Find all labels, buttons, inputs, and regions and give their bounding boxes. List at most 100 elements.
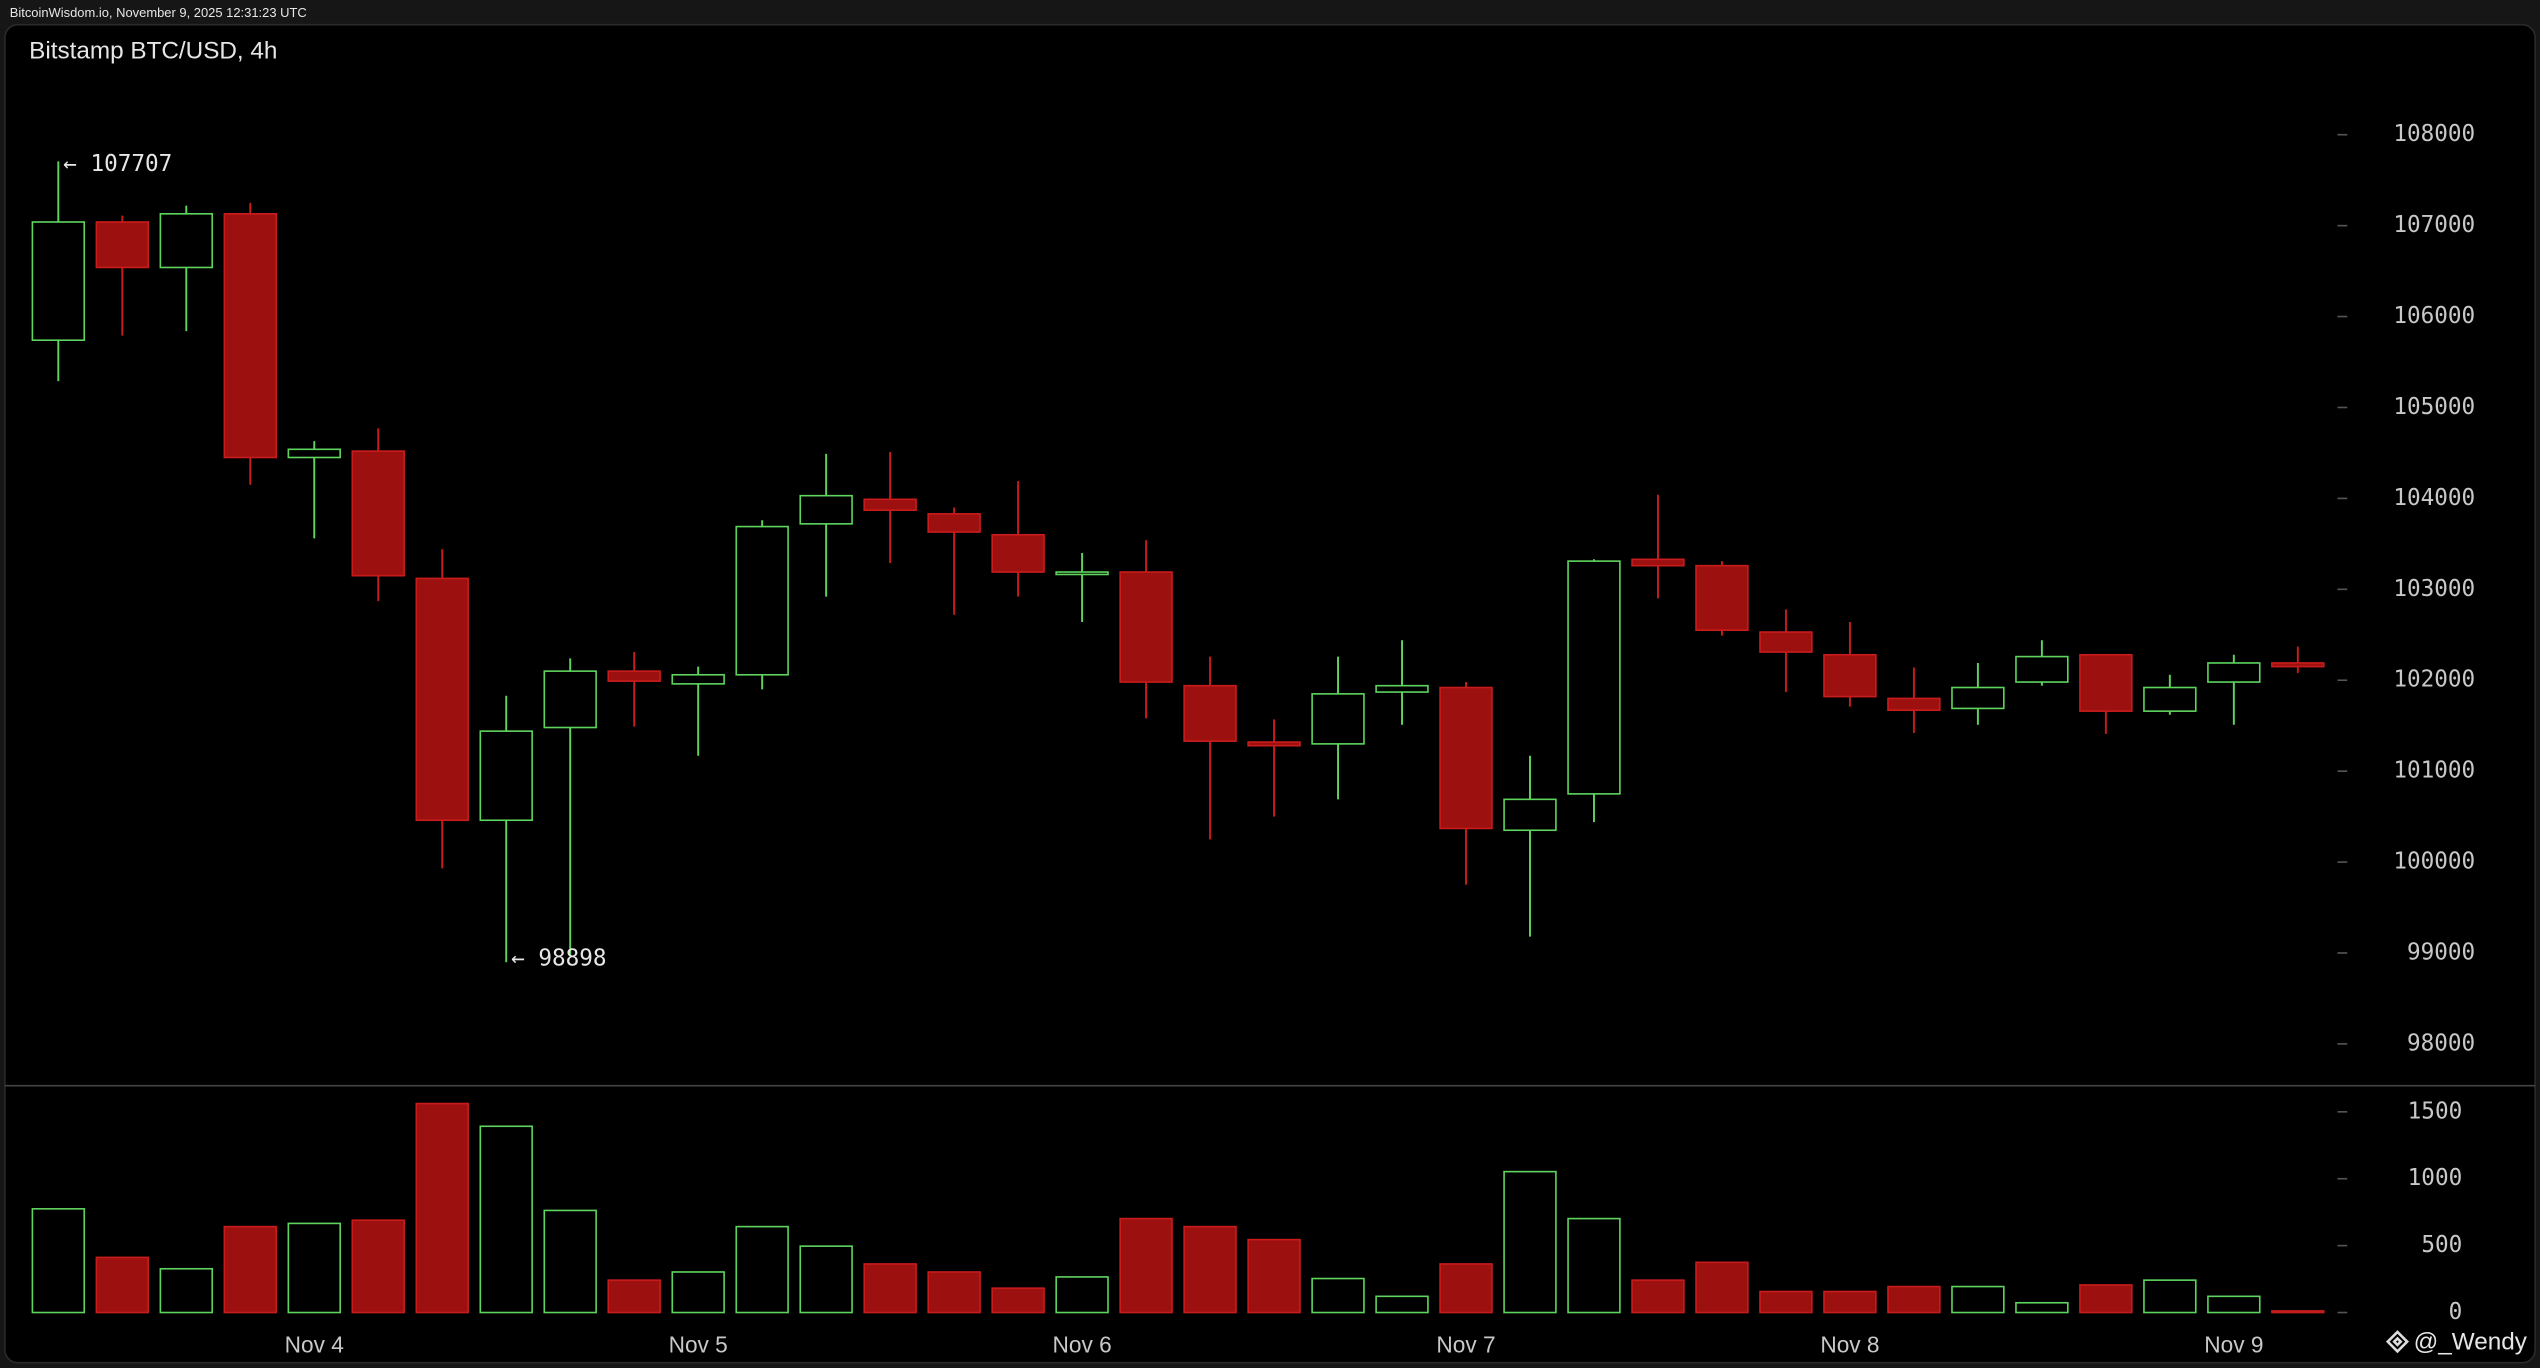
candle-body xyxy=(607,670,661,682)
volume-tick-label: 1500 xyxy=(2408,1098,2463,1124)
y-tick-label: 107000 xyxy=(2393,212,2475,238)
candle-body xyxy=(223,213,278,459)
candle-body xyxy=(1631,558,1685,567)
candle-body xyxy=(2271,662,2325,668)
candle-body xyxy=(415,577,469,822)
volume-bar xyxy=(223,1225,278,1314)
volume-bar xyxy=(863,1263,917,1314)
candle-body xyxy=(2207,662,2261,683)
volume-bar xyxy=(287,1222,341,1314)
candle-body xyxy=(1119,571,1173,683)
y-tick-label: 99000 xyxy=(2407,939,2475,965)
volume-bar xyxy=(1695,1261,1749,1314)
candle-body xyxy=(1183,684,1237,742)
candle-body xyxy=(1439,686,1493,830)
x-tick-label: Nov 8 xyxy=(1820,1332,1879,1358)
volume-tick-label: 500 xyxy=(2421,1232,2462,1258)
x-tick-label: Nov 4 xyxy=(285,1332,344,1358)
candle-body xyxy=(2143,686,2197,712)
candle-body xyxy=(159,213,214,269)
y-tick-label: 108000 xyxy=(2393,121,2475,147)
volume-tick-label: 1000 xyxy=(2408,1165,2463,1191)
candle-body xyxy=(543,670,597,729)
candle-body xyxy=(1951,686,2005,710)
header-text: BitcoinWisdom.io, November 9, 2025 12:31… xyxy=(10,5,307,20)
volume-bar xyxy=(2015,1301,2069,1314)
volume-bar xyxy=(991,1287,1045,1314)
volume-bar xyxy=(415,1102,469,1314)
y-tick-label: 100000 xyxy=(2393,849,2475,875)
volume-bar xyxy=(1247,1238,1301,1314)
y-tick-label: 103000 xyxy=(2393,576,2475,602)
candle-body xyxy=(351,450,405,577)
candle-body xyxy=(1311,693,1365,745)
volume-bar xyxy=(1311,1277,1365,1314)
volume-bar xyxy=(543,1209,597,1314)
volume-bar xyxy=(1823,1290,1877,1314)
volume-bar xyxy=(1567,1217,1621,1314)
price-annotation: ← 98898 xyxy=(511,946,606,972)
x-tick-label: Nov 9 xyxy=(2204,1332,2263,1358)
volume-bar xyxy=(351,1219,405,1314)
candle-body xyxy=(863,498,917,512)
candle-body xyxy=(1375,684,1429,693)
volume-bar xyxy=(1503,1170,1557,1314)
volume-bar xyxy=(799,1245,853,1314)
volume-bar xyxy=(1119,1217,1173,1314)
price-annotation: ← 107707 xyxy=(63,151,172,177)
y-tick-label: 98000 xyxy=(2407,1030,2475,1056)
x-tick-label: Nov 7 xyxy=(1436,1332,1495,1358)
candle-body xyxy=(927,513,981,533)
volume-bar xyxy=(159,1267,214,1314)
volume-bar xyxy=(1631,1279,1685,1314)
chart-panel xyxy=(4,23,2536,1364)
volume-bar xyxy=(1951,1285,2005,1314)
chart-title: Bitstamp BTC/USD, 4h xyxy=(29,38,277,65)
candle-body xyxy=(1759,631,1813,653)
candle-body xyxy=(287,448,341,459)
candle-body xyxy=(2079,653,2133,712)
y-tick-label: 106000 xyxy=(2393,303,2475,329)
volume-bar xyxy=(2207,1295,2261,1314)
watermark: @_Wendy xyxy=(2385,1329,2528,1356)
volume-bar xyxy=(1183,1225,1237,1314)
volume-bar xyxy=(1887,1285,1941,1314)
volume-bar xyxy=(2143,1279,2197,1314)
candle-body xyxy=(31,221,86,342)
volume-bar xyxy=(1375,1295,1429,1314)
candle-body xyxy=(671,673,725,685)
y-tick-label: 105000 xyxy=(2393,394,2475,420)
candle-body xyxy=(95,221,150,269)
candle-body xyxy=(479,730,533,822)
volume-bar xyxy=(2079,1284,2133,1314)
volume-bar xyxy=(607,1279,661,1314)
volume-bar xyxy=(1055,1276,1109,1314)
candle-body xyxy=(1247,741,1301,747)
volume-tick-label: 0 xyxy=(2449,1299,2463,1325)
candle-body xyxy=(1055,571,1109,576)
watermark-icon xyxy=(2385,1330,2410,1354)
volume-bar xyxy=(1439,1263,1493,1314)
volume-bar xyxy=(927,1271,981,1314)
x-tick-label: Nov 5 xyxy=(669,1332,728,1358)
candle-body xyxy=(991,533,1045,573)
volume-bar xyxy=(95,1256,150,1314)
x-tick-label: Nov 6 xyxy=(1052,1332,1111,1358)
y-tick-label: 104000 xyxy=(2393,485,2475,511)
candle-body xyxy=(1823,653,1877,698)
volume-bar xyxy=(671,1271,725,1314)
candle-body xyxy=(1695,564,1749,632)
y-tick-label: 101000 xyxy=(2393,758,2475,784)
volume-bar xyxy=(1759,1290,1813,1314)
candle-body xyxy=(735,525,789,676)
volume-bar xyxy=(479,1125,533,1314)
volume-bar xyxy=(31,1208,86,1314)
volume-bar xyxy=(2271,1310,2325,1314)
y-tick-label: 102000 xyxy=(2393,667,2475,693)
volume-bar xyxy=(735,1225,789,1314)
candle-body xyxy=(799,494,853,525)
candle-body xyxy=(1887,697,1941,712)
candle-body xyxy=(1503,798,1557,832)
